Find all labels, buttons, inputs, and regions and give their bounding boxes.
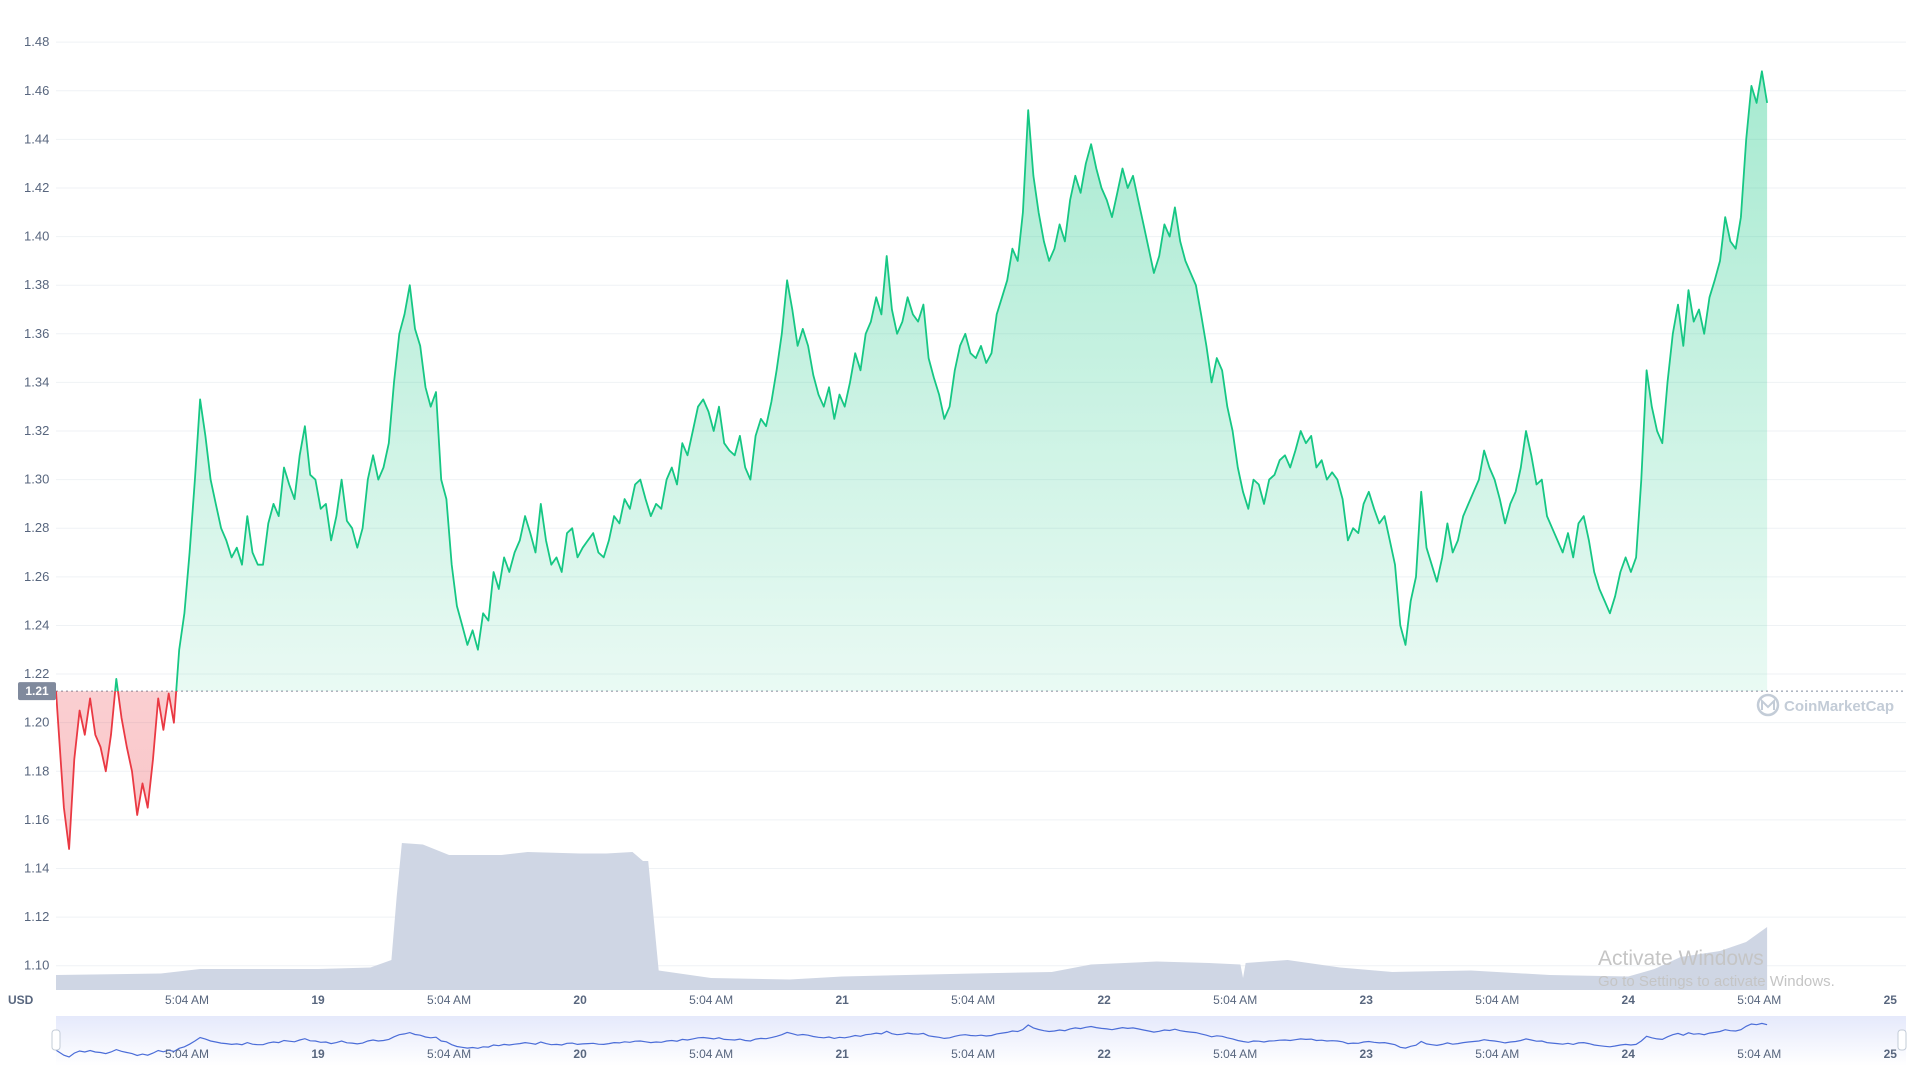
navigator-x-axis: 5:04 AM 19 5:04 AM 20 5:04 AM 21 5:04 AM 22 5:04…	[165, 1047, 1897, 1061]
y-tick-label: 1.34	[24, 374, 49, 389]
y-tick-label: 1.24	[24, 617, 49, 632]
x-tick-label: 5:04 AM	[689, 993, 733, 1007]
x-tick-label: 21	[835, 993, 849, 1007]
navigator-tick-label: 21	[835, 1047, 849, 1061]
navigator-tick-label: 5:04 AM	[1737, 1047, 1781, 1061]
y-tick-label: 1.30	[24, 472, 49, 487]
y-tick-label: 1.48	[24, 34, 49, 49]
price-area-down	[56, 691, 177, 849]
y-tick-label: 1.42	[24, 180, 49, 195]
y-tick-label: 1.46	[24, 83, 49, 98]
price-series	[56, 70, 1768, 850]
y-tick-label: 1.44	[24, 131, 49, 146]
x-tick-label: 25	[1884, 993, 1898, 1007]
navigator-tick-label: 22	[1097, 1047, 1111, 1061]
x-tick-label: 19	[311, 993, 325, 1007]
x-tick-label: 5:04 AM	[427, 993, 471, 1007]
os-watermark: Activate Windows Go to Settings to activ…	[1598, 947, 1835, 990]
y-tick-label: 1.14	[24, 860, 49, 875]
navigator-right-handle[interactable]	[1897, 1029, 1907, 1051]
y-tick-label: 1.12	[24, 909, 49, 924]
watermark-subtitle: Go to Settings to activate Windows.	[1598, 973, 1835, 990]
x-tick-label: 5:04 AM	[1737, 993, 1781, 1007]
y-tick-label: 1.18	[24, 763, 49, 778]
watermark-title: Activate Windows	[1598, 947, 1764, 970]
navigator-tick-label: 5:04 AM	[1213, 1047, 1257, 1061]
navigator-tick-label: 5:04 AM	[165, 1047, 209, 1061]
coinmarketcap-icon-mark	[1761, 698, 1775, 710]
current-price-badge: 1.21	[18, 682, 56, 701]
navigator-tick-label: 23	[1360, 1047, 1374, 1061]
currency-label: USD	[8, 993, 34, 1007]
navigator-tick-label: 5:04 AM	[689, 1047, 733, 1061]
y-tick-label: 1.16	[24, 812, 49, 827]
brand-logo: CoinMarketCap	[1756, 693, 1894, 717]
navigator-tick-label: 20	[573, 1047, 587, 1061]
price-area	[56, 71, 1768, 849]
navigator-tick-label: 5:04 AM	[951, 1047, 995, 1061]
navigator-tick-label: 5:04 AM	[1475, 1047, 1519, 1061]
x-tick-label: 23	[1360, 993, 1374, 1007]
navigator[interactable]: 5:04 AM 19 5:04 AM 20 5:04 AM 21 5:04 AM 22 5:04…	[51, 1016, 1907, 1066]
navigator-series	[55, 1022, 1768, 1058]
price-line-up	[56, 70, 1768, 692]
x-tick-label: 5:04 AM	[1475, 993, 1519, 1007]
x-tick-label: 20	[573, 993, 587, 1007]
volume-bars	[56, 843, 1768, 990]
x-tick-label: 5:04 AM	[165, 993, 209, 1007]
navigator-tick-label: 5:04 AM	[427, 1047, 471, 1061]
coinmarketcap-icon	[1756, 693, 1780, 717]
navigator-background	[56, 1016, 1906, 1066]
y-tick-label: 1.20	[24, 715, 49, 730]
navigator-line	[55, 1022, 1768, 1058]
x-tick-label: 22	[1097, 993, 1111, 1007]
x-axis: 5:04 AM 19 5:04 AM 20 5:04 AM 21 5:04 AM 22 5:04…	[165, 993, 1897, 1007]
navigator-tick-label: 25	[1884, 1047, 1898, 1061]
navigator-tick-label: 19	[311, 1047, 325, 1061]
x-tick-label: 5:04 AM	[1213, 993, 1257, 1007]
y-tick-label: 1.40	[24, 229, 49, 244]
price-area-up	[56, 71, 1768, 692]
navigator-left-handle[interactable]	[51, 1029, 61, 1051]
x-tick-label: 24	[1622, 993, 1636, 1007]
y-tick-label: 1.38	[24, 277, 49, 292]
y-tick-label: 1.22	[24, 666, 49, 681]
y-tick-label: 1.28	[24, 520, 49, 535]
y-tick-label: 1.36	[24, 326, 49, 341]
y-tick-label: 1.10	[24, 958, 49, 973]
y-axis: 1.10 1.12 1.14 1.16 1.18 1.20 1.22 1.24 1.26 1.28…	[24, 34, 49, 973]
brand-name: CoinMarketCap	[1784, 698, 1894, 715]
navigator-tick-label: 24	[1622, 1047, 1636, 1061]
volume-area	[56, 843, 1768, 990]
current-price-value: 1.21	[25, 684, 49, 698]
y-tick-label: 1.32	[24, 423, 49, 438]
x-tick-label: 5:04 AM	[951, 993, 995, 1007]
y-tick-label: 1.26	[24, 569, 49, 584]
